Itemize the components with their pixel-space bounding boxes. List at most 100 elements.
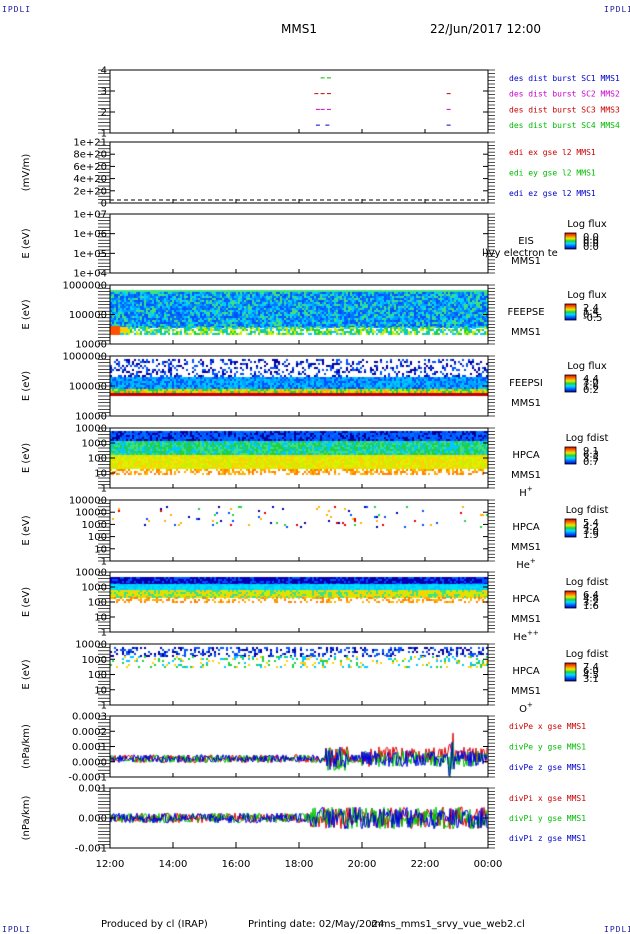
panel-feepsi: 10000 100000 1000000 E (eV) FEEPSI MMS1 Log fl… bbox=[21, 352, 607, 423]
ytick-label: 1e+06 bbox=[73, 229, 107, 240]
panel-label: MMS1 bbox=[511, 614, 541, 625]
ylabel: E (eV) bbox=[21, 371, 32, 401]
ytick-label: 10000 bbox=[75, 340, 107, 351]
ytick-label: 1e+21 bbox=[73, 138, 107, 149]
panel-label: FEEPSE bbox=[507, 307, 544, 318]
ylabel: E (eV) bbox=[21, 228, 32, 258]
footer-script-name: mms_mms1_srvy_vue_web2.cl bbox=[371, 919, 525, 930]
colorbar-tick: 4.2 bbox=[583, 522, 599, 533]
colorbar-tick: 0.0 bbox=[583, 232, 599, 243]
ytick-label: 1 bbox=[101, 557, 107, 568]
panel-burst: 1 2 3 4 des dist burst SC1 MMS1 des dist burs… bbox=[98, 66, 620, 140]
ytick-label: 100 bbox=[88, 598, 107, 609]
overlay-text: l)vy electron te bbox=[482, 248, 558, 259]
ytick-label: 4 bbox=[101, 66, 107, 77]
colorbar-title: Log flux bbox=[567, 361, 607, 372]
colorbar-title: Log flux bbox=[567, 290, 607, 301]
ytick-label: 100 bbox=[88, 454, 107, 465]
ytick-label: 1000000 bbox=[62, 352, 107, 363]
legend-entry: divPi y gse MMS1 bbox=[509, 814, 586, 823]
ytick-label: 1e+04 bbox=[73, 269, 107, 280]
colorbar-title: Log fdist bbox=[566, 649, 609, 660]
colorbar bbox=[564, 232, 577, 250]
ytick-label: 10 bbox=[94, 685, 107, 696]
ytick-label: 10000 bbox=[75, 424, 107, 435]
colorbar-tick: 6.0 bbox=[583, 666, 599, 677]
legend-entry: des dist burst SC2 MMS2 bbox=[509, 90, 620, 99]
colorbar-title: Log fdist bbox=[566, 433, 609, 444]
panel-label: MMS1 bbox=[511, 398, 541, 409]
ytick-label: 1 bbox=[101, 628, 107, 639]
ylabel: (nPa/km) bbox=[21, 724, 32, 769]
ytick-label: 1 bbox=[101, 129, 107, 140]
colorbar-tick: 7.4 bbox=[583, 662, 599, 673]
panel-label: MMS1 bbox=[511, 256, 541, 267]
colorbar-tick: 4.4 bbox=[583, 374, 599, 385]
ytick-label: 2e+20 bbox=[73, 186, 107, 197]
ytick-label: 100 bbox=[88, 670, 107, 681]
panel-label: He++ bbox=[513, 629, 539, 643]
ytick-label: 10000 bbox=[75, 412, 107, 423]
spectrogram-feepsi bbox=[110, 356, 488, 416]
colorbar-tick: 6.3 bbox=[583, 450, 599, 461]
ytick-label: 10 bbox=[94, 544, 107, 555]
legend-entry: des dist burst SC4 MMS4 bbox=[509, 121, 620, 130]
legend-entry: divPe y gse MMS1 bbox=[509, 743, 586, 752]
panel-label: MMS1 bbox=[511, 686, 541, 697]
ylabel: E (eV) bbox=[21, 299, 32, 329]
panel-divpe: -0.0001 0.0000 0.0001 0.0002 0.0003 (nPa/km) d… bbox=[21, 712, 586, 784]
ytick-label: 1000000 bbox=[62, 281, 107, 292]
colorbar-tick: 1.6 bbox=[583, 381, 599, 392]
colorbar-tick: 3.0 bbox=[583, 526, 599, 537]
colorbar-tick: 3.2 bbox=[583, 597, 599, 608]
ytick-label: 100000 bbox=[69, 496, 107, 507]
legend-entry: divPi z gse MMS1 bbox=[509, 834, 586, 843]
ytick-label: 1000 bbox=[82, 655, 107, 666]
ytick-label: 0.001 bbox=[78, 784, 107, 795]
ytick-label: 2 bbox=[101, 108, 107, 119]
ytick-label: 6e+20 bbox=[73, 162, 107, 173]
panel-label: MMS1 bbox=[511, 542, 541, 553]
ytick-label: 1e+05 bbox=[73, 249, 107, 260]
xtick-label: 14:00 bbox=[159, 859, 188, 870]
panel-label: H+ bbox=[519, 485, 533, 499]
panel-label: HPCA bbox=[512, 666, 540, 677]
colorbar-tick: 3.5 bbox=[583, 453, 599, 464]
panel-hpca_o: 1 10 100 1000 10000 E (eV) HPCA MMS1 O+ Log fdist… bbox=[21, 640, 608, 716]
spectrogram-feepse bbox=[110, 285, 488, 344]
panel-frame bbox=[109, 69, 489, 134]
ylabel: E (eV) bbox=[21, 515, 32, 545]
legend-entry: divPe z gse MMS1 bbox=[509, 763, 586, 772]
ytick-label: 1e+07 bbox=[73, 210, 107, 221]
panel-hpca_h: 1 10 100 1000 10000 E (eV) HPCA MMS1 H+ Log fdist… bbox=[21, 424, 608, 500]
ytick-label: -0.0001 bbox=[68, 773, 107, 784]
colorbar bbox=[564, 446, 577, 465]
ylabel: E (eV) bbox=[21, 443, 32, 473]
ytick-label: 10000 bbox=[75, 508, 107, 519]
colorbar bbox=[564, 374, 577, 393]
panel-label: HPCA bbox=[512, 594, 540, 605]
panel-label: HPCA bbox=[512, 522, 540, 533]
colorbar-tick: 3.1 bbox=[583, 674, 599, 685]
colorbar-title: Log fdist bbox=[566, 577, 609, 588]
panel-label: EIS bbox=[518, 236, 534, 247]
ylabel: (nPa/km) bbox=[21, 796, 32, 841]
ytick-label: 1000 bbox=[82, 439, 107, 450]
ytick-label: 10 bbox=[94, 613, 107, 624]
series-divpi bbox=[110, 788, 488, 848]
date-title: 22/Jun/2017 12:00 bbox=[430, 22, 542, 36]
xtick-label: 20:00 bbox=[348, 859, 377, 870]
spectrogram-hpca_he bbox=[110, 500, 488, 561]
ylabel: (mV/m) bbox=[21, 154, 32, 192]
ytick-label: 0 bbox=[101, 199, 107, 210]
colorbar-tick: 0.0 bbox=[583, 235, 599, 246]
xtick-label: 00:00 bbox=[474, 859, 503, 870]
ytick-label: 100000 bbox=[69, 382, 107, 393]
ytick-label: 10000 bbox=[75, 568, 107, 579]
ytick-label: 1000 bbox=[82, 583, 107, 594]
colorbar-tick: 1.9 bbox=[583, 530, 599, 541]
